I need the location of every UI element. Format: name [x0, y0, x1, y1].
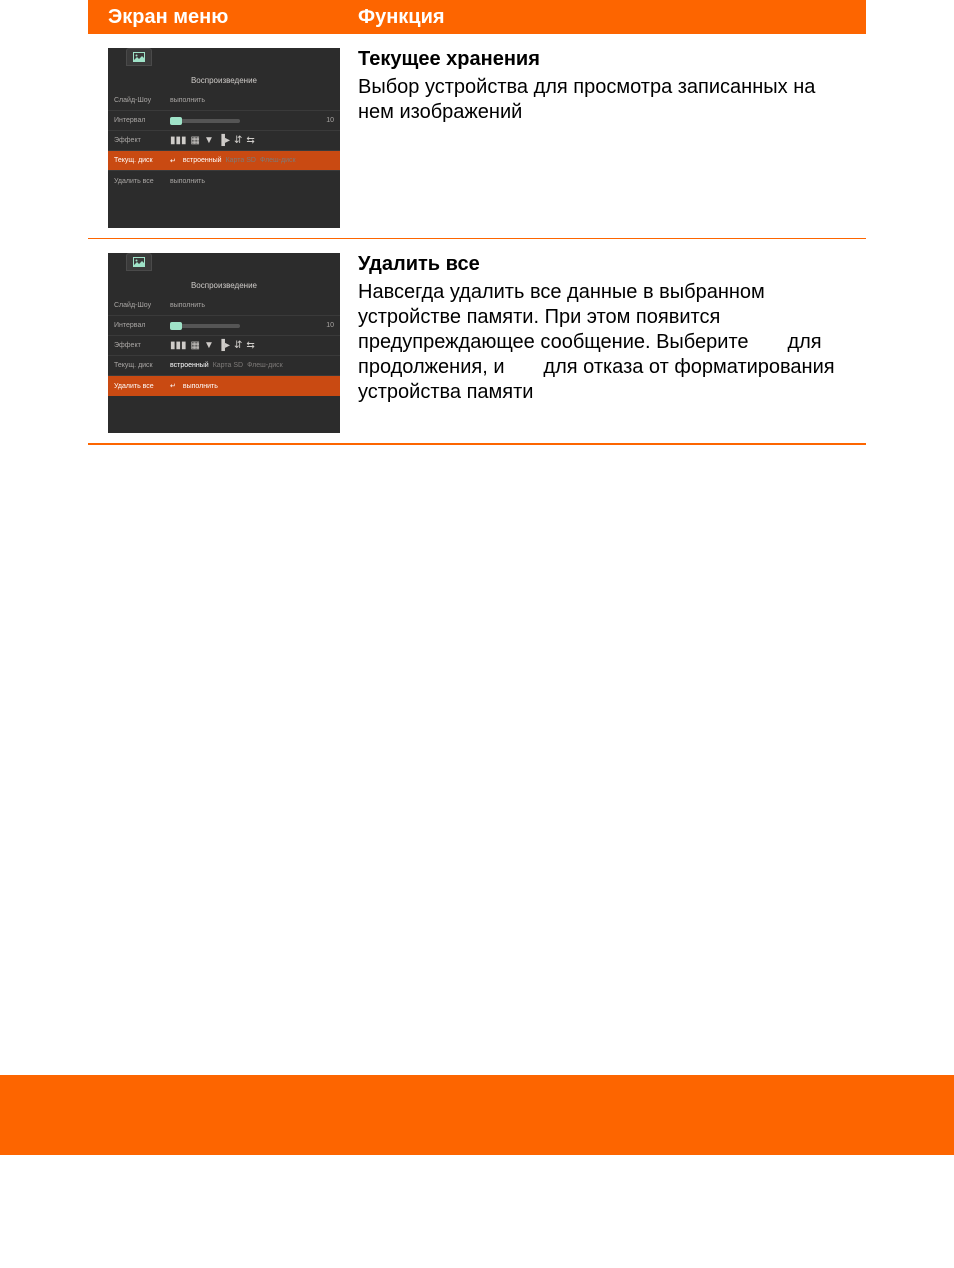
header-col-menu-screen: Экран меню [88, 6, 348, 29]
function-title-storage: Текущее хранения [358, 48, 856, 71]
screenshot-row-slideshow: Слайд-Шоу выполнить [108, 91, 340, 111]
shade-down-icon: ▼ [204, 136, 214, 146]
grid-icon: ▦ [191, 341, 200, 351]
screenshot-row-effect: Эффект ▮▮▮ ▦ ▼ ▐▸ ⇵ ⇆ [108, 336, 340, 356]
slide-right-icon: ▐▸ [218, 136, 230, 146]
enter-icon: ↵ [170, 382, 176, 390]
image-icon [126, 48, 152, 66]
image-icon [126, 253, 152, 271]
screenshot-row-slideshow: Слайд-Шоу выполнить [108, 296, 340, 316]
screenshot-row-effect: Эффект ▮▮▮ ▦ ▼ ▐▸ ⇵ ⇆ [108, 131, 340, 151]
footer-band [0, 1075, 954, 1155]
split-vert-icon: ⇵ [234, 136, 242, 146]
function-body-storage: Выбор устройства для просмотра записанны… [358, 75, 856, 125]
split-horiz-icon: ⇆ [246, 136, 254, 146]
screenshot-row-interval: Интервал 10 [108, 111, 340, 131]
enter-icon: ↵ [170, 157, 176, 165]
screenshot-row-interval: Интервал 10 [108, 316, 340, 336]
shade-down-icon: ▼ [204, 341, 214, 351]
screenshot-row-storage: Текущ. диск встроенный Карта SD Флеш-дис… [108, 356, 340, 376]
function-row-storage: Воспроизведение Слайд-Шоу выполнить Инте… [88, 34, 866, 239]
screenshot-row-deleteall: Удалить все ↵ выполнить [108, 376, 340, 396]
bars-icon: ▮▮▮ [170, 341, 187, 351]
split-horiz-icon: ⇆ [246, 341, 254, 351]
screenshot-row-storage: Текущ. диск ↵ встроенный Карта SD Флеш-д… [108, 151, 340, 171]
function-body-deleteall: Навсегда удалить все данные в выбранном … [358, 280, 856, 405]
menu-screenshot-storage: Воспроизведение Слайд-Шоу выполнить Инте… [108, 48, 340, 228]
screenshot-section-title: Воспроизведение [108, 76, 340, 85]
function-row-deleteall: Воспроизведение Слайд-Шоу выполнить Инте… [88, 239, 866, 445]
screenshot-row-deleteall: Удалить все выполнить [108, 171, 340, 191]
split-vert-icon: ⇵ [234, 341, 242, 351]
menu-screenshot-deleteall: Воспроизведение Слайд-Шоу выполнить Инте… [108, 253, 340, 433]
function-title-deleteall: Удалить все [358, 253, 856, 276]
bars-icon: ▮▮▮ [170, 136, 187, 146]
screenshot-section-title: Воспроизведение [108, 281, 340, 290]
slider-icon [170, 324, 240, 328]
slider-icon [170, 119, 240, 123]
grid-icon: ▦ [191, 136, 200, 146]
table-header: Экран меню Функция [88, 0, 866, 34]
slide-right-icon: ▐▸ [218, 341, 230, 351]
header-col-function: Функция [348, 6, 866, 29]
